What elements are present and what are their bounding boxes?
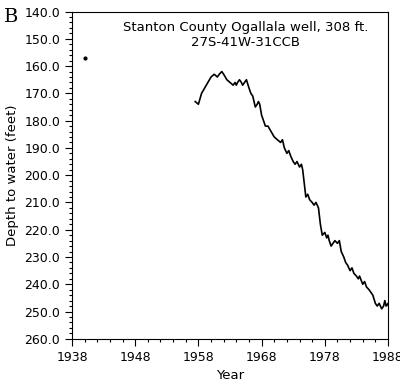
Y-axis label: Depth to water (feet): Depth to water (feet): [6, 104, 19, 246]
Text: B: B: [4, 8, 18, 26]
X-axis label: Year: Year: [216, 369, 244, 382]
Text: Stanton County Ogallala well, 308 ft.
27S-41W-31CCB: Stanton County Ogallala well, 308 ft. 27…: [123, 21, 368, 49]
